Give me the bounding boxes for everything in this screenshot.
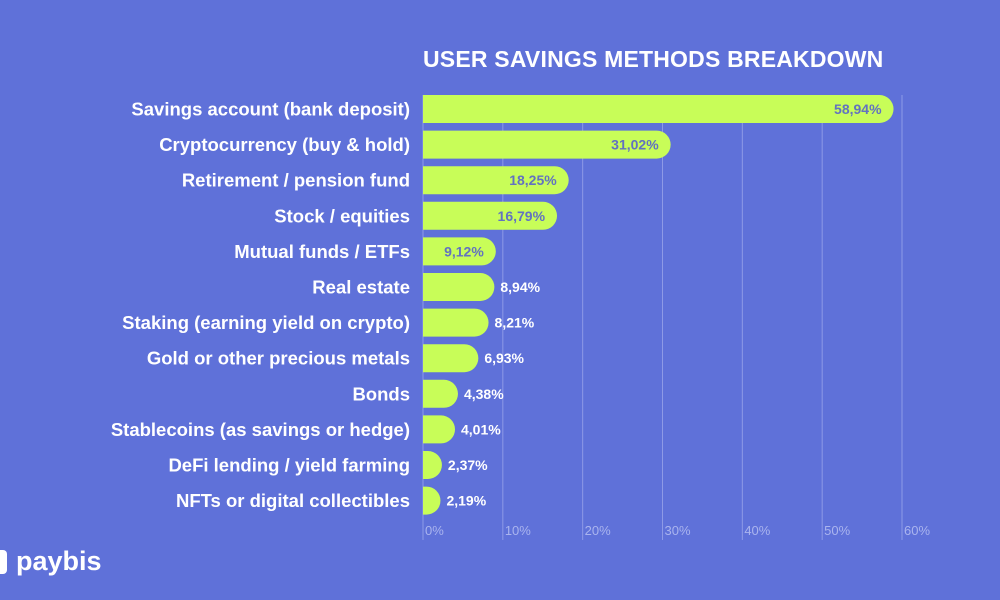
x-tick-label: 0% (425, 523, 444, 538)
chart-title: USER SAVINGS METHODS BREAKDOWN (423, 46, 884, 72)
category-label: Mutual funds / ETFs (234, 241, 410, 262)
value-label: 2,19% (446, 493, 486, 509)
x-tick-label: 10% (505, 523, 531, 538)
brand-name: paybis (16, 546, 102, 576)
bar (423, 308, 489, 337)
value-label: 31,02% (611, 137, 659, 153)
value-label: 2,37% (448, 457, 488, 473)
value-label: 8,21% (495, 315, 535, 331)
value-label: 6,93% (484, 350, 524, 366)
bar (423, 95, 894, 123)
category-label: Real estate (312, 277, 410, 298)
x-tick-label: 20% (585, 523, 611, 538)
bar (423, 273, 495, 301)
x-tick-label: 40% (744, 523, 770, 538)
bar (423, 486, 441, 515)
bar (423, 415, 456, 444)
category-label: Bonds (352, 383, 410, 404)
value-label: 58,94% (834, 101, 882, 117)
bar (423, 237, 496, 266)
x-tick-label: 50% (824, 523, 850, 538)
bar (423, 379, 458, 408)
category-label: DeFi lending / yield farming (168, 455, 410, 476)
x-tick-label: 30% (665, 523, 691, 538)
value-label: 18,25% (509, 172, 557, 188)
bar (423, 451, 442, 479)
value-label: 4,01% (461, 421, 501, 437)
bar (423, 130, 671, 159)
category-label: Retirement / pension fund (182, 170, 410, 191)
paybis-logo-icon (0, 549, 7, 574)
category-label: Savings account (bank deposit) (131, 99, 410, 120)
value-label: 16,79% (498, 208, 546, 224)
category-label: Gold or other precious metals (147, 348, 410, 369)
value-label: 4,38% (464, 386, 504, 402)
category-label: Cryptocurrency (buy & hold) (159, 134, 410, 155)
value-label: 9,12% (444, 243, 484, 259)
category-label: Stablecoins (as savings or hedge) (111, 419, 410, 440)
bar (423, 201, 558, 230)
paybis-logo: paybis (0, 546, 102, 577)
value-label: 8,94% (500, 279, 540, 295)
category-label: Stock / equities (274, 205, 410, 226)
category-label: Staking (earning yield on crypto) (122, 312, 410, 333)
bar (423, 344, 479, 373)
x-tick-label: 60% (904, 523, 930, 538)
category-label: NFTs or digital collectibles (176, 490, 410, 511)
bar (423, 166, 569, 195)
